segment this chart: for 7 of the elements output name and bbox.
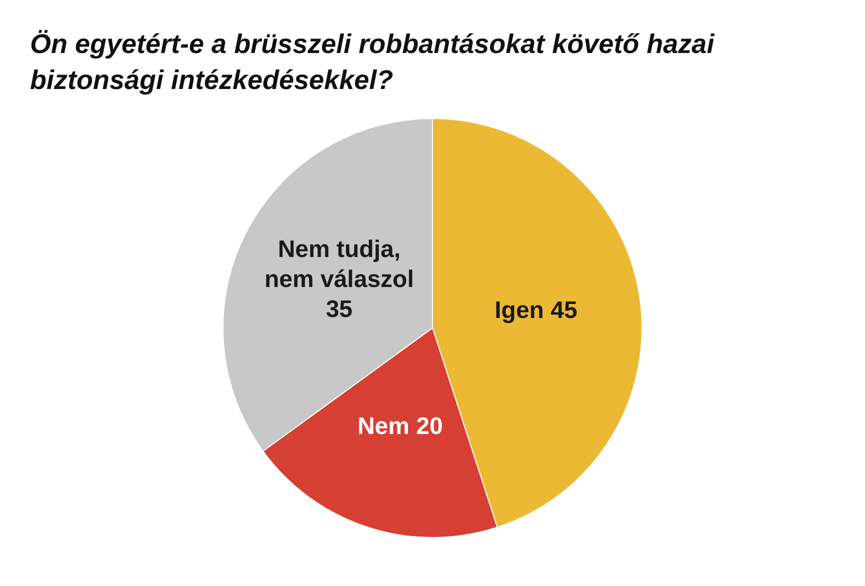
slice-label: Nem tudja, nem válaszol <box>264 236 414 294</box>
slice-label: Igen <box>494 297 551 324</box>
chart-title: Ön egyetért-e a brüsszeli robbantásokat követő hazai biztonsági intézkedésekkel? <box>29 28 716 97</box>
slice-label: Nem <box>357 413 416 440</box>
data-label: 20 <box>416 413 443 440</box>
data-label: 35 <box>326 296 353 324</box>
data-label: 45 <box>550 297 578 324</box>
